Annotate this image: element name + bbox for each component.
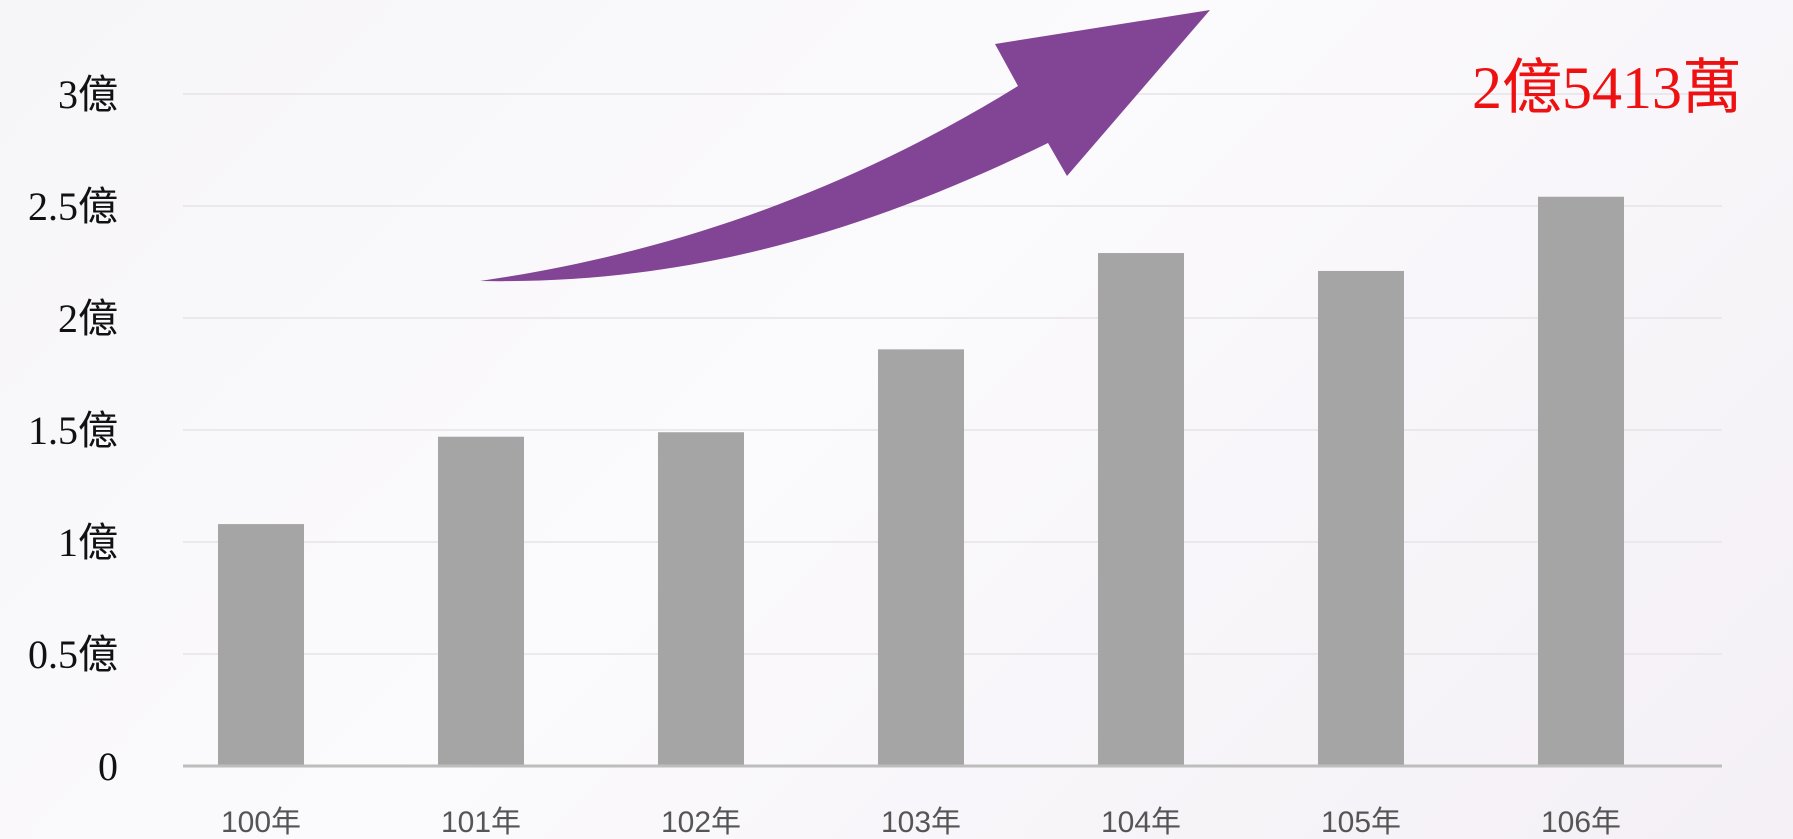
x-tick-label: 101年 [441,806,521,839]
bar-102年 [658,432,744,766]
x-tick-label: 105年 [1321,806,1401,839]
y-tick-label: 3億 [58,72,118,117]
x-tick-label: 106年 [1541,806,1621,839]
y-tick-label: 0.5億 [28,632,118,677]
y-tick-label: 1.5億 [28,408,118,453]
bars [218,196,1624,767]
y-tick-label: 0 [98,744,118,789]
y-tick-label: 2億 [58,296,118,341]
y-axis-tick-labels: 0 0.5億 1億 1.5億 2億 2.5億 3億 [28,72,118,789]
trend-arrow [480,10,1210,282]
bar-100年 [218,524,304,766]
y-tick-label: 2.5億 [28,184,118,229]
x-tick-label: 100年 [221,806,301,839]
x-tick-label: 103年 [881,806,961,839]
bar-106年 [1538,196,1624,767]
x-axis-tick-labels: 100年 101年 102年 103年 104年 105年 106年 [221,806,1621,839]
bar-105年 [1318,270,1404,766]
bar-101年 [438,436,524,766]
x-tick-label: 102年 [661,806,741,839]
x-tick-label: 104年 [1101,806,1181,839]
bar-104年 [1098,253,1184,767]
bar-103年 [878,349,964,766]
max-value-callout: 2億5413萬 [1472,55,1742,121]
y-tick-label: 1億 [58,520,118,565]
